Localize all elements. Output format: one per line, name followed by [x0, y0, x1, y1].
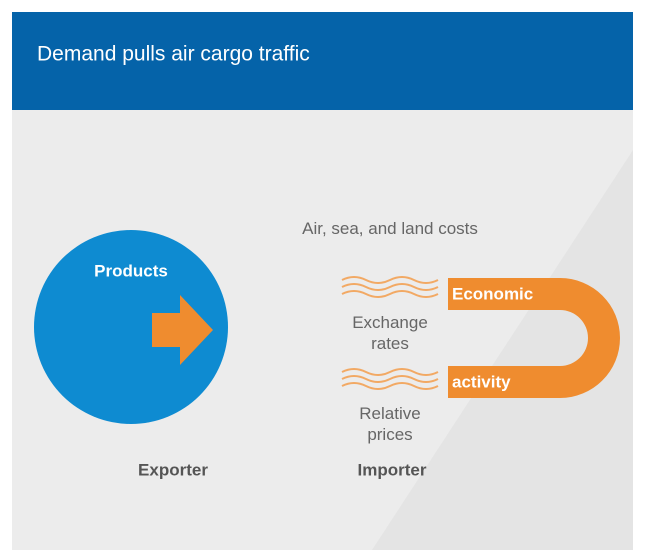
- factor: Exchange rates: [352, 313, 428, 353]
- magnet: [448, 278, 620, 398]
- header-bar: [12, 12, 633, 110]
- factor: Air, sea, and land costs: [302, 219, 478, 238]
- importer-label: Importer: [358, 460, 427, 479]
- circle-label: Products: [94, 261, 168, 280]
- panel-shade: [372, 150, 633, 550]
- waves-bottom: [341, 368, 439, 390]
- arrow: [152, 295, 213, 365]
- exporter-circle: [34, 230, 228, 424]
- header-title: Demand pulls air cargo traffic: [37, 43, 310, 66]
- exporter-label: Exporter: [138, 460, 208, 479]
- factor-box: Exchange rates: [352, 313, 428, 353]
- magnet-bottom: activity: [452, 372, 511, 391]
- factor-box: Air, sea, and land costs: [302, 219, 478, 238]
- factor: Relative prices: [359, 404, 421, 444]
- magnet-top: Economic: [452, 284, 533, 303]
- factor-box: Relative prices: [359, 404, 421, 444]
- waves-top: [341, 276, 439, 298]
